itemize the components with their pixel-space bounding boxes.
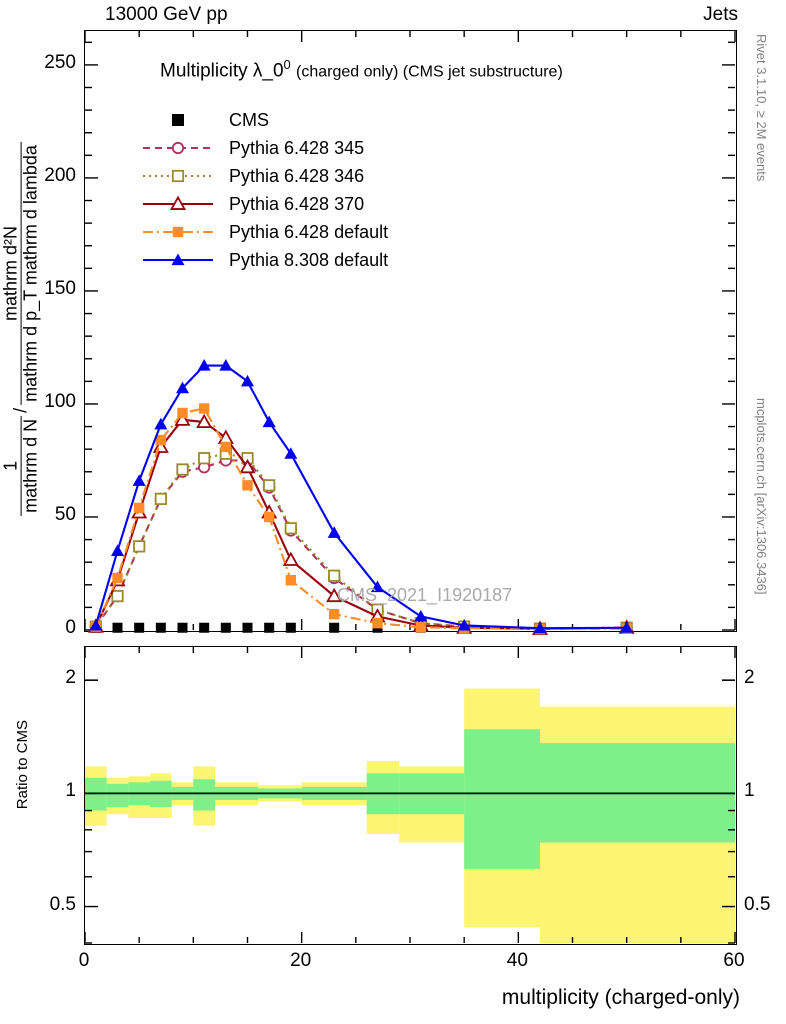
y-tick-label: 0 (65, 617, 76, 638)
plot-title-qualifier: (charged only) (CMS jet substructure) (296, 63, 563, 81)
legend-item: Pythia 6.428 345 (141, 134, 388, 162)
ratio-plot-canvas (85, 647, 736, 944)
ratio-tick-label: 2 (65, 667, 76, 689)
y-tick-label: 50 (54, 503, 76, 525)
ratio-tick-label: 2 (744, 667, 755, 689)
y-axis-prefix-denominator: mathrm d N (20, 415, 41, 516)
y-axis-main-numerator: mathrm d²N (0, 225, 21, 321)
analysis-id-watermark: CMS_2021_I1920187 (337, 585, 513, 605)
ratio-tick-label: 1 (744, 780, 755, 802)
legend-marker (141, 221, 215, 243)
legend-label: CMS (229, 109, 269, 130)
ratio-plot-panel (84, 646, 737, 945)
y-tick-label: 150 (44, 277, 76, 299)
legend: CMS Pythia 6.428 345 Pythia 6.428 346 Pythi… (141, 106, 388, 274)
plot-title: Multiplicity λ_00 (charged only) (CMS je… (160, 57, 563, 82)
legend-label: Pythia 6.428 345 (229, 137, 365, 158)
legend-marker (141, 137, 215, 159)
legend-item: Pythia 6.428 default (141, 218, 388, 246)
x-axis-title: multiplicity (charged-only) (501, 986, 740, 1009)
legend-item: Pythia 8.308 default (141, 246, 388, 274)
y-tick-label: 100 (44, 390, 76, 412)
y-axis-label-prefix-fraction: 1 mathrm d N (0, 415, 41, 516)
legend-marker (141, 109, 215, 131)
legend-marker (141, 165, 215, 187)
ratio-tick-label: 0.5 (744, 893, 771, 915)
main-plot-canvas (84, 31, 736, 635)
ratio-tick-label: 0.5 (49, 893, 76, 915)
series-pythia-8-308-default (89, 359, 634, 634)
legend-label: Pythia 8.308 default (229, 249, 389, 270)
y-axis-label: 1 mathrm d N / mathrm d²N mathrm d p_T m… (0, 24, 44, 634)
legend-label: Pythia 6.428 default (229, 221, 389, 242)
y-axis-prefix-numerator: 1 (0, 460, 21, 471)
main-plot-panel (84, 30, 737, 635)
y-tick-label: 200 (44, 164, 76, 186)
x-tick-label: 60 (723, 950, 745, 971)
series-pythia-6-428-345 (89, 454, 633, 635)
plot-title-exponent: 0 (283, 57, 291, 72)
x-tick-label: 20 (290, 950, 312, 971)
legend-item: CMS (141, 106, 388, 134)
legend-marker (141, 249, 215, 271)
series-pythia-6-428-346 (89, 447, 633, 635)
rivet-version-caption: Rivet 3.1.10, ≥ 2M events (754, 34, 769, 182)
mcplots-source-caption: mcplots.cern.ch [arXiv:1306.3436] (754, 398, 769, 595)
ratio-tick-label: 1 (65, 780, 76, 802)
legend-label: Pythia 6.428 370 (229, 193, 365, 214)
legend-item: Pythia 6.428 370 (141, 190, 388, 218)
legend-item: Pythia 6.428 346 (141, 162, 388, 190)
plot-title-main: Multiplicity λ_0 (160, 60, 284, 82)
legend-label: Pythia 6.428 346 (229, 165, 365, 186)
y-tick-label: 250 (44, 51, 76, 73)
beam-energy-label: 13000 GeV pp (105, 4, 228, 25)
analysis-type-label: Jets (703, 4, 738, 25)
legend-marker (141, 193, 215, 215)
x-tick-label: 0 (78, 950, 90, 971)
x-tick-label: 40 (506, 950, 528, 971)
